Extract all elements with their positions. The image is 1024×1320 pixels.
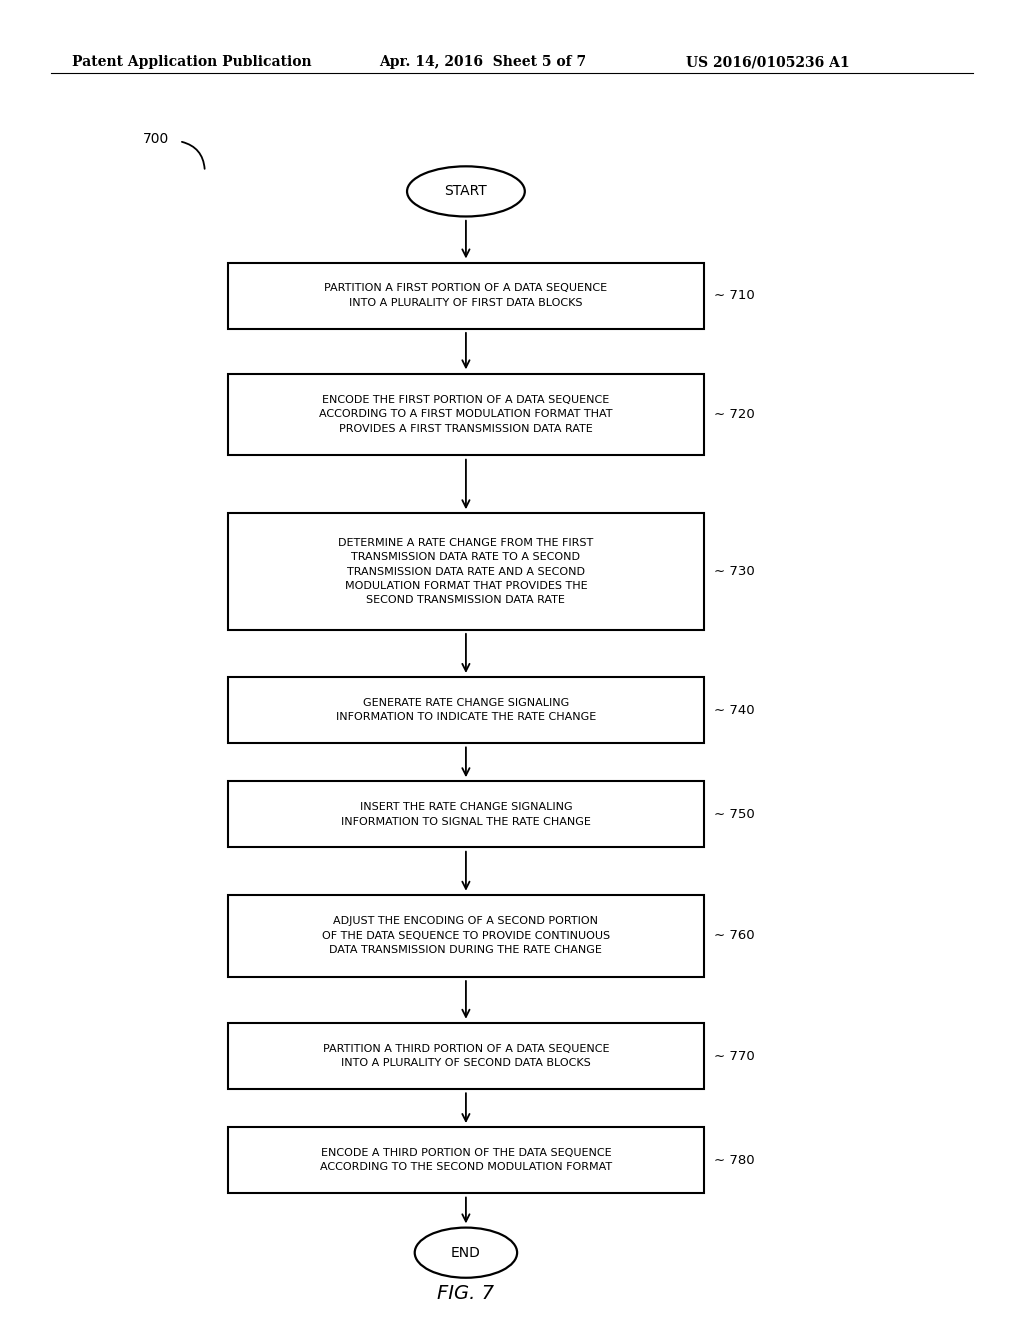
Text: ∼ 740: ∼ 740 [715,704,755,717]
Text: ∼ 720: ∼ 720 [715,408,755,421]
Text: ADJUST THE ENCODING OF A SECOND PORTION
OF THE DATA SEQUENCE TO PROVIDE CONTINUO: ADJUST THE ENCODING OF A SECOND PORTION … [322,916,610,956]
Bar [227,895,705,977]
Text: Apr. 14, 2016  Sheet 5 of 7: Apr. 14, 2016 Sheet 5 of 7 [379,55,586,70]
FancyArrowPatch shape [182,141,205,169]
Text: Patent Application Publication: Patent Application Publication [72,55,311,70]
Text: ∼ 770: ∼ 770 [715,1049,755,1063]
Bar [227,263,705,329]
Bar [227,1127,705,1193]
Text: END: END [451,1246,481,1259]
Text: US 2016/0105236 A1: US 2016/0105236 A1 [686,55,850,70]
Text: GENERATE RATE CHANGE SIGNALING
INFORMATION TO INDICATE THE RATE CHANGE: GENERATE RATE CHANGE SIGNALING INFORMATI… [336,698,596,722]
Text: 700: 700 [143,132,170,145]
Text: ∼ 760: ∼ 760 [715,929,755,942]
Text: DETERMINE A RATE CHANGE FROM THE FIRST
TRANSMISSION DATA RATE TO A SECOND
TRANSM: DETERMINE A RATE CHANGE FROM THE FIRST T… [338,537,594,606]
Text: ∼ 780: ∼ 780 [715,1154,755,1167]
Text: PARTITION A FIRST PORTION OF A DATA SEQUENCE
INTO A PLURALITY OF FIRST DATA BLOC: PARTITION A FIRST PORTION OF A DATA SEQU… [325,284,607,308]
Bar [227,1023,705,1089]
Text: ENCODE A THIRD PORTION OF THE DATA SEQUENCE
ACCORDING TO THE SECOND MODULATION F: ENCODE A THIRD PORTION OF THE DATA SEQUE… [319,1148,612,1172]
Text: PARTITION A THIRD PORTION OF A DATA SEQUENCE
INTO A PLURALITY OF SECOND DATA BLO: PARTITION A THIRD PORTION OF A DATA SEQU… [323,1044,609,1068]
Text: ∼ 710: ∼ 710 [715,289,755,302]
Bar [227,513,705,630]
Bar [227,781,705,847]
Text: ∼ 730: ∼ 730 [715,565,755,578]
Bar [227,677,705,743]
Text: ∼ 750: ∼ 750 [715,808,755,821]
Bar [227,374,705,455]
Text: START: START [444,185,487,198]
Text: FIG. 7: FIG. 7 [437,1284,495,1303]
Text: INSERT THE RATE CHANGE SIGNALING
INFORMATION TO SIGNAL THE RATE CHANGE: INSERT THE RATE CHANGE SIGNALING INFORMA… [341,803,591,826]
Text: ENCODE THE FIRST PORTION OF A DATA SEQUENCE
ACCORDING TO A FIRST MODULATION FORM: ENCODE THE FIRST PORTION OF A DATA SEQUE… [319,395,612,434]
